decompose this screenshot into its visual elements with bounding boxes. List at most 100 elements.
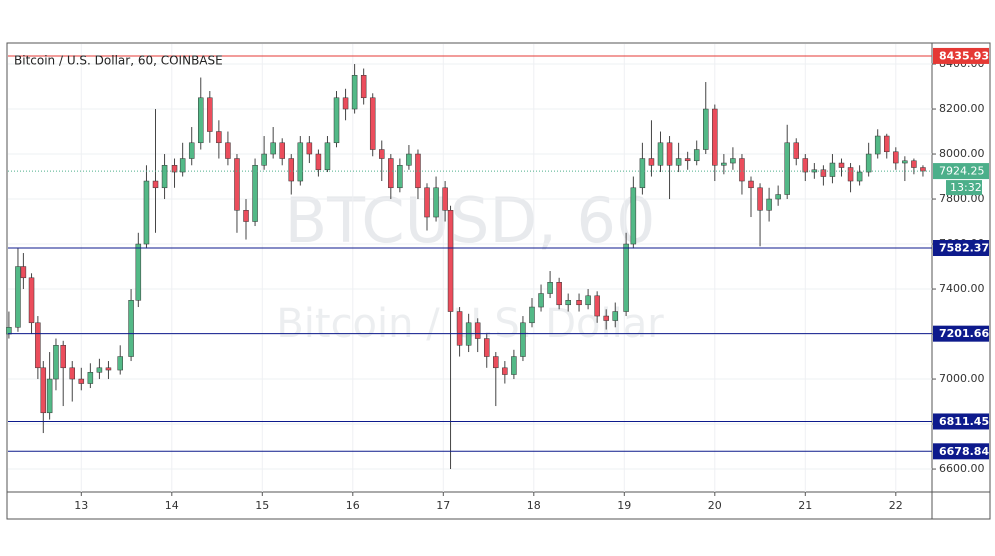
candle-body <box>456 311 463 346</box>
candle-body <box>179 158 186 173</box>
candle-body <box>612 311 619 321</box>
level-label-box <box>933 47 989 64</box>
watermark: BTCUSD, 60 <box>285 184 656 257</box>
candle-body <box>20 266 27 279</box>
candle-body <box>594 295 600 317</box>
y-tick-label: 7800.00 <box>939 192 985 205</box>
candle-body <box>811 169 818 173</box>
candle-body <box>87 372 94 384</box>
candle-body <box>415 153 421 189</box>
candle-body <box>721 162 727 166</box>
candle-body <box>252 165 258 222</box>
level-label: 6678.84 <box>939 445 989 458</box>
x-tick-label: 14 <box>165 499 179 512</box>
countdown-box <box>946 180 982 196</box>
candle-body <box>657 142 664 166</box>
x-tick-label: 19 <box>617 499 631 512</box>
candle-body <box>474 322 481 339</box>
candle-body <box>666 142 673 166</box>
candle-body <box>865 153 872 173</box>
candle-body <box>902 160 908 164</box>
candle-body <box>379 149 385 159</box>
candle-body <box>152 180 159 189</box>
candle-body <box>766 198 772 211</box>
candle-body <box>105 367 112 371</box>
candle-body <box>538 293 544 308</box>
y-tick-label: 7000.00 <box>939 372 985 385</box>
candle-body <box>397 165 403 189</box>
candle-body <box>493 356 499 369</box>
candle-body <box>78 378 85 384</box>
candle-body <box>297 142 304 182</box>
candle-body <box>775 194 781 200</box>
candle-body <box>502 367 508 375</box>
candle-body <box>547 282 553 294</box>
candle-body <box>820 169 827 177</box>
candle-body <box>161 165 168 189</box>
level-label: 7201.66 <box>939 327 989 340</box>
candle-body <box>623 243 629 312</box>
candle-body <box>324 142 331 171</box>
candle-body <box>793 142 800 159</box>
y-tick-label: 7400.00 <box>939 282 985 295</box>
candle-body <box>15 266 21 328</box>
level-label-box <box>933 443 989 460</box>
candle-body <box>675 158 682 166</box>
candle-body <box>96 367 103 373</box>
candle-body <box>188 142 195 159</box>
frame <box>6 42 991 520</box>
level-label-box <box>933 325 989 342</box>
candle-body <box>648 158 655 166</box>
candle-body <box>243 210 249 222</box>
candle-body <box>920 167 926 172</box>
candle-body <box>28 277 35 324</box>
last-price-box <box>933 163 989 180</box>
y-tick-label: 6600.00 <box>939 462 985 475</box>
candle-body <box>198 97 204 144</box>
candle-body <box>433 187 439 218</box>
candle-body <box>757 187 763 211</box>
candle-body <box>520 322 526 357</box>
candle-body <box>35 322 41 369</box>
candle-body <box>585 295 591 306</box>
candle-body <box>6 327 12 335</box>
candle-body <box>748 180 754 189</box>
candle-body <box>511 356 517 375</box>
candle-body <box>333 97 340 144</box>
candle-body <box>117 356 123 371</box>
y-tick-label: 8200.00 <box>939 102 985 115</box>
chart-title: Bitcoin / U.S. Dollar, 60, COINBASE <box>14 54 223 68</box>
level-label-box <box>933 240 989 257</box>
x-tick-label: 13 <box>74 499 88 512</box>
candle-body <box>69 367 76 380</box>
x-tick-label: 20 <box>708 499 722 512</box>
x-tick-label: 17 <box>436 499 450 512</box>
candle-body <box>279 142 285 159</box>
candle-body <box>556 282 562 306</box>
candle-body <box>424 187 430 218</box>
candle-body <box>576 300 582 306</box>
candle-body <box>270 142 276 155</box>
candle-body <box>306 142 313 155</box>
candle-body <box>884 135 890 153</box>
candle-body <box>739 158 745 182</box>
level-label: 8435.93 <box>939 49 989 62</box>
candle-body <box>838 162 845 168</box>
candle-body <box>388 158 394 189</box>
candle-body <box>171 165 178 173</box>
level-label: 7582.37 <box>939 242 989 255</box>
x-tick-label: 16 <box>346 499 360 512</box>
candle-body <box>911 160 917 168</box>
y-tick-label: 8000.00 <box>939 147 985 160</box>
candle-body <box>847 167 854 182</box>
candle-body <box>342 97 349 110</box>
candle-body <box>565 300 571 306</box>
x-tick-label: 15 <box>255 499 269 512</box>
candle-body <box>351 75 358 110</box>
candle-body <box>712 108 718 166</box>
x-tick-label: 21 <box>798 499 812 512</box>
candle-body <box>60 345 66 369</box>
candle-body <box>46 378 53 414</box>
